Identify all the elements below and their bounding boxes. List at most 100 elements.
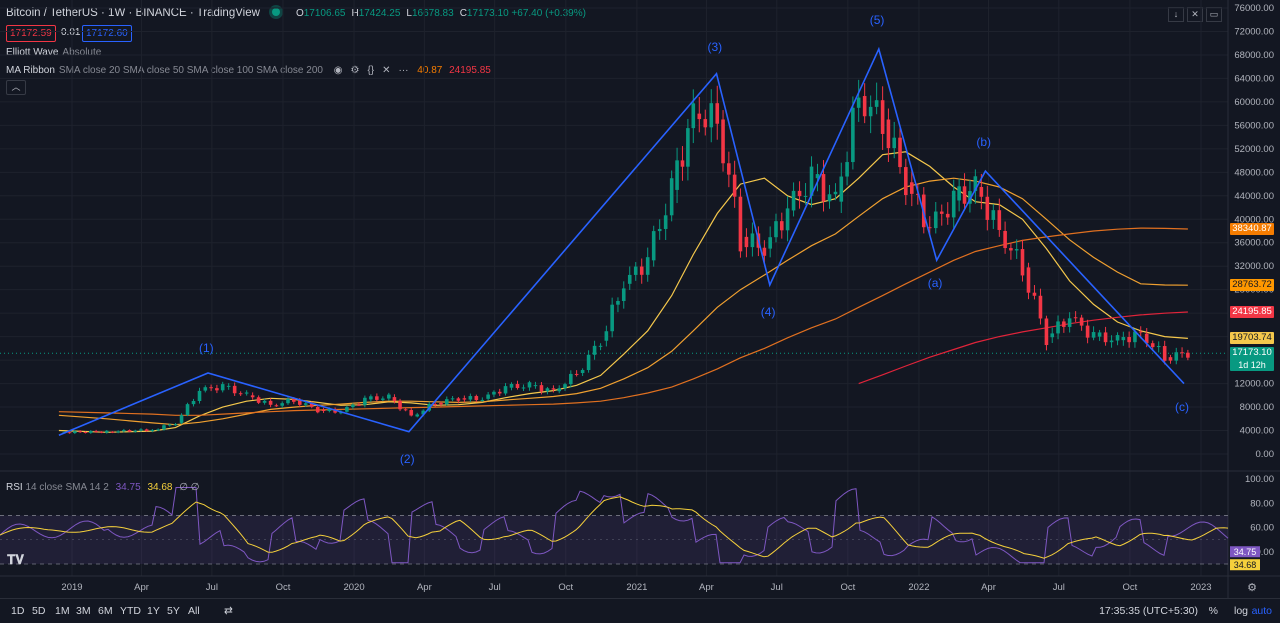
candle-body	[1144, 333, 1149, 344]
clock[interactable]: 17:35:35 (UTC+5:30)	[1099, 605, 1198, 617]
candle-body	[456, 398, 461, 401]
candle-body	[651, 231, 656, 261]
candle-body	[268, 400, 273, 405]
sell-price-button[interactable]: 17172.59	[6, 25, 56, 42]
timeframe-all[interactable]: All	[188, 605, 200, 617]
candle-body	[1174, 352, 1179, 361]
candle-body	[880, 100, 885, 134]
candle-body	[750, 233, 755, 248]
wave-label: (1)	[199, 341, 214, 356]
axis-settings-icon: ⚙	[1247, 582, 1257, 594]
buy-price-button[interactable]: 17172.60	[82, 25, 132, 42]
candle-body	[1186, 352, 1190, 358]
candle-body	[1009, 248, 1013, 251]
rsi-value-label: 34.68	[1234, 560, 1257, 570]
candle-body	[369, 396, 373, 400]
auto-toggle[interactable]: auto	[1251, 605, 1272, 617]
timeframe-ytd[interactable]: YTD	[120, 605, 141, 617]
candle-body	[345, 407, 349, 412]
rsi-value-tag	[1230, 559, 1260, 571]
candle-body	[569, 373, 573, 385]
visibility-eye-icon[interactable]: ◉	[333, 65, 343, 76]
timeframe-1d[interactable]: 1D	[11, 605, 25, 617]
candle-body	[915, 193, 920, 195]
candle-body	[933, 211, 938, 229]
candle-body	[315, 406, 320, 413]
candle-body	[321, 409, 326, 412]
date-range-icon[interactable]: ⇄	[224, 605, 233, 617]
more-options-icon[interactable]: ···	[398, 65, 409, 76]
candle-body	[827, 194, 832, 202]
price-tag: 17173.10 1d 12h	[1230, 347, 1274, 372]
candle-body	[144, 429, 149, 432]
candle-body	[715, 103, 720, 124]
candle-body	[327, 408, 332, 412]
wave-label: (3)	[707, 39, 723, 54]
candle-body	[250, 395, 255, 398]
settings-gear-icon[interactable]: ⚙	[350, 65, 360, 76]
price-tick-label: 48000.00	[1234, 167, 1274, 178]
source-code-icon[interactable]: {}	[367, 65, 375, 76]
candle-body	[533, 385, 538, 387]
candle-body	[433, 404, 437, 406]
candle-body	[67, 432, 72, 434]
candle-body	[1044, 318, 1049, 346]
indicator-ma-ribbon[interactable]: MA Ribbon SMA close 20 SMA close 50 SMA c…	[6, 65, 491, 76]
candle-body	[732, 174, 737, 197]
timeframe-6m[interactable]: 6M	[98, 605, 113, 617]
candle-body	[133, 430, 138, 432]
candle-body	[845, 162, 849, 177]
candle-body	[851, 107, 855, 163]
candle-body	[962, 186, 967, 204]
price-tag: 38340.87	[1230, 222, 1274, 235]
timeframe-1y[interactable]: 1Y	[147, 605, 160, 617]
price-series	[62, 79, 1190, 435]
wave-label: (a)	[927, 276, 943, 291]
candle-body	[387, 394, 391, 399]
candle-body	[1085, 325, 1090, 338]
symbol-title[interactable]: Bitcoin / TetherUS · 1W · BINANCE · Trad…	[6, 7, 260, 19]
log-toggle[interactable]: log	[1233, 605, 1248, 617]
indicator-elliott-wave[interactable]: Elliott Wave Absolute	[6, 47, 102, 58]
rsi-legend[interactable]: RSI 14 close SMA 14 2 34.75 34.68 ∅ ∅	[6, 482, 200, 493]
candle-body	[621, 288, 626, 301]
candle-body	[1032, 292, 1037, 296]
price-tick-label: 12000.00	[1234, 379, 1274, 390]
rsi-value-tag	[1230, 546, 1260, 558]
candle-body	[815, 174, 820, 179]
time-tick-label: 2023	[1190, 582, 1211, 593]
candle-body	[663, 215, 668, 229]
candle-body	[156, 429, 160, 431]
chart-grid	[0, 0, 1280, 576]
candle-body	[462, 398, 467, 400]
price-tick-label: 0.00	[1256, 449, 1275, 460]
price-tick-label: 52000.00	[1234, 144, 1274, 155]
timeframe-5y[interactable]: 5Y	[167, 605, 180, 617]
price-tick-label: 44000.00	[1234, 191, 1274, 202]
timeframe-1m[interactable]: 1M	[55, 605, 70, 617]
candle-body	[892, 137, 897, 149]
candle-body	[78, 431, 82, 433]
candle-body	[375, 396, 379, 400]
timeframe-3m[interactable]: 3M	[76, 605, 91, 617]
timeframe-5d[interactable]: 5D	[32, 605, 46, 617]
candle-body	[669, 178, 674, 216]
candle-body	[226, 385, 231, 387]
remove-close-icon[interactable]: ✕	[382, 65, 391, 76]
ma-value-2: 24195.85	[449, 65, 491, 76]
ma-line-sma-100	[58, 227, 1188, 416]
candle-body	[833, 191, 838, 195]
candle-body	[486, 394, 490, 399]
chevron-up-icon[interactable]: ︿	[6, 80, 26, 95]
price-tick-label: 64000.00	[1234, 73, 1274, 84]
time-tick-label: Apr	[699, 582, 714, 593]
candle-body	[1091, 332, 1096, 338]
moving-average-ribbon	[58, 151, 1188, 433]
wave-label: (2)	[399, 451, 415, 466]
time-tick-label: Apr	[981, 582, 996, 593]
candle-body	[274, 405, 279, 407]
percent-toggle[interactable]: %	[1208, 605, 1218, 617]
candle-body	[1133, 331, 1137, 343]
candle-body	[139, 429, 143, 431]
